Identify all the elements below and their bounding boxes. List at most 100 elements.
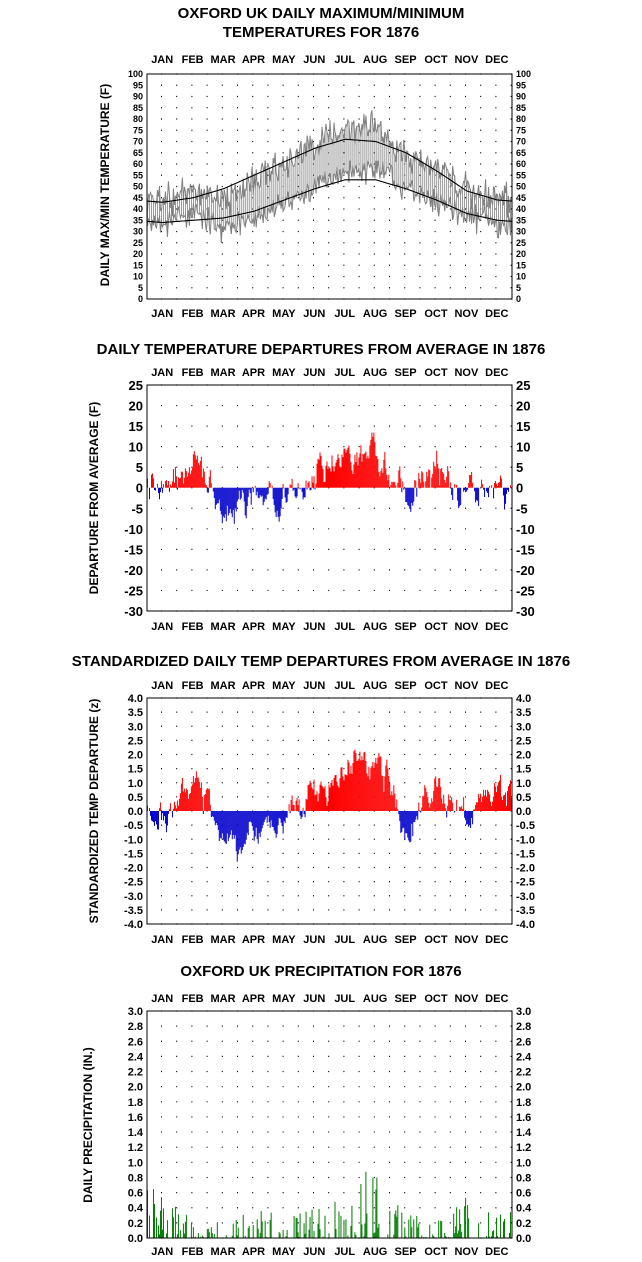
month-label-sep: SEP [395, 1246, 417, 1258]
month-label-feb: FEB [182, 54, 204, 66]
y-tick-left: 3.5 [128, 707, 143, 719]
y-tick-right: 30 [516, 227, 526, 237]
y-tick-right: -2.5 [516, 877, 535, 889]
month-label-feb: FEB [182, 993, 204, 1005]
y-tick-right: -15 [516, 542, 535, 557]
y-tick-right: 0 [516, 294, 521, 304]
y-tick-right: 2.0 [516, 1082, 531, 1094]
y-tick-right: 45 [516, 193, 526, 203]
y-tick-left: -20 [124, 563, 143, 578]
y-tick-left: 1.4 [128, 1127, 144, 1139]
y-tick-right: -3.5 [516, 905, 535, 917]
panel-standardized: STANDARDIZED DAILY TEMP DEPARTURES FROM … [72, 653, 570, 946]
y-tick-right: -1.5 [516, 848, 535, 860]
month-label-jun: JUN [303, 367, 325, 379]
chart-title: DAILY TEMPERATURE DEPARTURES FROM AVERAG… [97, 341, 546, 358]
month-label-nov: NOV [454, 1246, 479, 1258]
y-axis-label: DAILY MAX/MIN TEMPERATURE (F) [98, 84, 112, 286]
y-tick-left: 100 [128, 69, 143, 79]
month-label-oct: OCT [424, 993, 448, 1005]
y-tick-left: -25 [124, 583, 143, 598]
month-label-dec: DEC [485, 308, 508, 320]
data-marks [146, 1171, 512, 1238]
y-tick-left: -1.5 [124, 848, 143, 860]
y-tick-left: 0.5 [128, 792, 143, 804]
y-tick-left: 15 [133, 260, 143, 270]
y-tick-right: 80 [516, 114, 526, 124]
month-label-aug: AUG [363, 308, 387, 320]
month-label-mar: MAR [211, 1246, 236, 1258]
month-label-sep: SEP [395, 367, 417, 379]
y-tick-right: 75 [516, 125, 526, 135]
y-tick-right: 1.6 [516, 1112, 531, 1124]
y-tick-right: 2.5 [516, 735, 531, 747]
month-label-feb: FEB [182, 934, 204, 946]
y-tick-right: 100 [516, 69, 531, 79]
month-labels-bottom: JAN FEB MAR APR MAY JUN JUL AUG SEP OCT NOV DEC [151, 621, 508, 633]
month-labels-bottom: JAN FEB MAR APR MAY JUN JUL AUG SEP OCT NOV DEC [151, 308, 508, 320]
y-tick-left: -5 [131, 501, 143, 516]
month-label-nov: NOV [454, 308, 479, 320]
month-label-oct: OCT [424, 1246, 448, 1258]
month-label-nov: NOV [454, 993, 479, 1005]
month-label-sep: SEP [395, 308, 417, 320]
y-tick-left: 2.6 [128, 1036, 143, 1048]
plot-frame [146, 73, 513, 300]
y-tick-left: 50 [133, 182, 143, 192]
month-labels-bottom: JAN FEB MAR APR MAY JUN JUL AUG SEP OCT NOV DEC [151, 1246, 508, 1258]
data-marks [147, 110, 512, 244]
y-tick-left: 2.5 [128, 735, 143, 747]
y-axis-label: STANDARDIZED TEMP DEPARTURE (z) [87, 699, 101, 924]
y-tick-right: -30 [516, 604, 535, 619]
month-label-oct: OCT [424, 680, 448, 692]
month-label-may: MAY [272, 367, 296, 379]
y-tick-left: 2.4 [128, 1051, 144, 1063]
y-tick-left: 3.0 [128, 721, 143, 733]
month-label-oct: OCT [424, 54, 448, 66]
y-tick-left: 2.8 [128, 1021, 143, 1033]
y-tick-left: -0.5 [124, 820, 143, 832]
y-tick-right: 3.0 [516, 721, 531, 733]
month-label-mar: MAR [211, 54, 236, 66]
month-label-dec: DEC [485, 1246, 508, 1258]
y-axis-label: DEPARTURE FROM AVERAGE (F) [87, 402, 101, 594]
month-label-jun: JUN [303, 621, 325, 633]
y-tick-left: 95 [133, 80, 143, 90]
month-label-sep: SEP [395, 680, 417, 692]
y-tick-left: 25 [133, 238, 143, 248]
y-tick-right: -20 [516, 563, 535, 578]
y-tick-right: 10 [516, 272, 526, 282]
y-tick-right: 2.8 [516, 1021, 531, 1033]
y-tick-left: -4.0 [124, 919, 143, 931]
y-tick-left: 4.0 [128, 693, 143, 705]
month-labels-top: JAN FEB MAR APR MAY JUN JUL AUG SEP OCT NOV DEC [151, 993, 508, 1005]
month-label-nov: NOV [454, 367, 479, 379]
month-label-mar: MAR [211, 621, 236, 633]
y-tick-right: 1.0 [516, 778, 531, 790]
month-labels-top: JAN FEB MAR APR MAY JUN JUL AUG SEP OCT NOV DEC [151, 367, 508, 379]
data-marks [146, 432, 512, 524]
y-tick-left: 0.0 [128, 1233, 143, 1245]
y-tick-right: 2.6 [516, 1036, 531, 1048]
month-label-jul: JUL [334, 1246, 355, 1258]
month-label-mar: MAR [211, 367, 236, 379]
y-tick-right: -25 [516, 583, 535, 598]
y-tick-labels: 0.0 0.0 0.2 0.2 0.4 0.4 0.6 0.6 0.8 0.8 1.0 1.0 1.2 1… [128, 1006, 532, 1245]
y-tick-left: 10 [129, 440, 143, 455]
y-tick-right: 3.5 [516, 707, 531, 719]
month-labels-top: JAN FEB MAR APR MAY JUN JUL AUG SEP OCT NOV DEC [151, 680, 508, 692]
month-label-dec: DEC [485, 934, 508, 946]
y-tick-right: 65 [516, 148, 526, 158]
y-tick-right: 0.6 [516, 1188, 531, 1200]
y-tick-left: 0 [136, 481, 143, 496]
y-tick-left: 20 [133, 249, 143, 259]
grid [147, 73, 512, 300]
y-tick-left: 90 [133, 92, 143, 102]
month-label-apr: APR [242, 1246, 265, 1258]
month-label-apr: APR [242, 308, 265, 320]
month-label-may: MAY [272, 1246, 296, 1258]
y-tick-left: 0.8 [128, 1172, 143, 1184]
y-tick-right: 1.0 [516, 1157, 531, 1169]
y-tick-left: -10 [124, 522, 143, 537]
